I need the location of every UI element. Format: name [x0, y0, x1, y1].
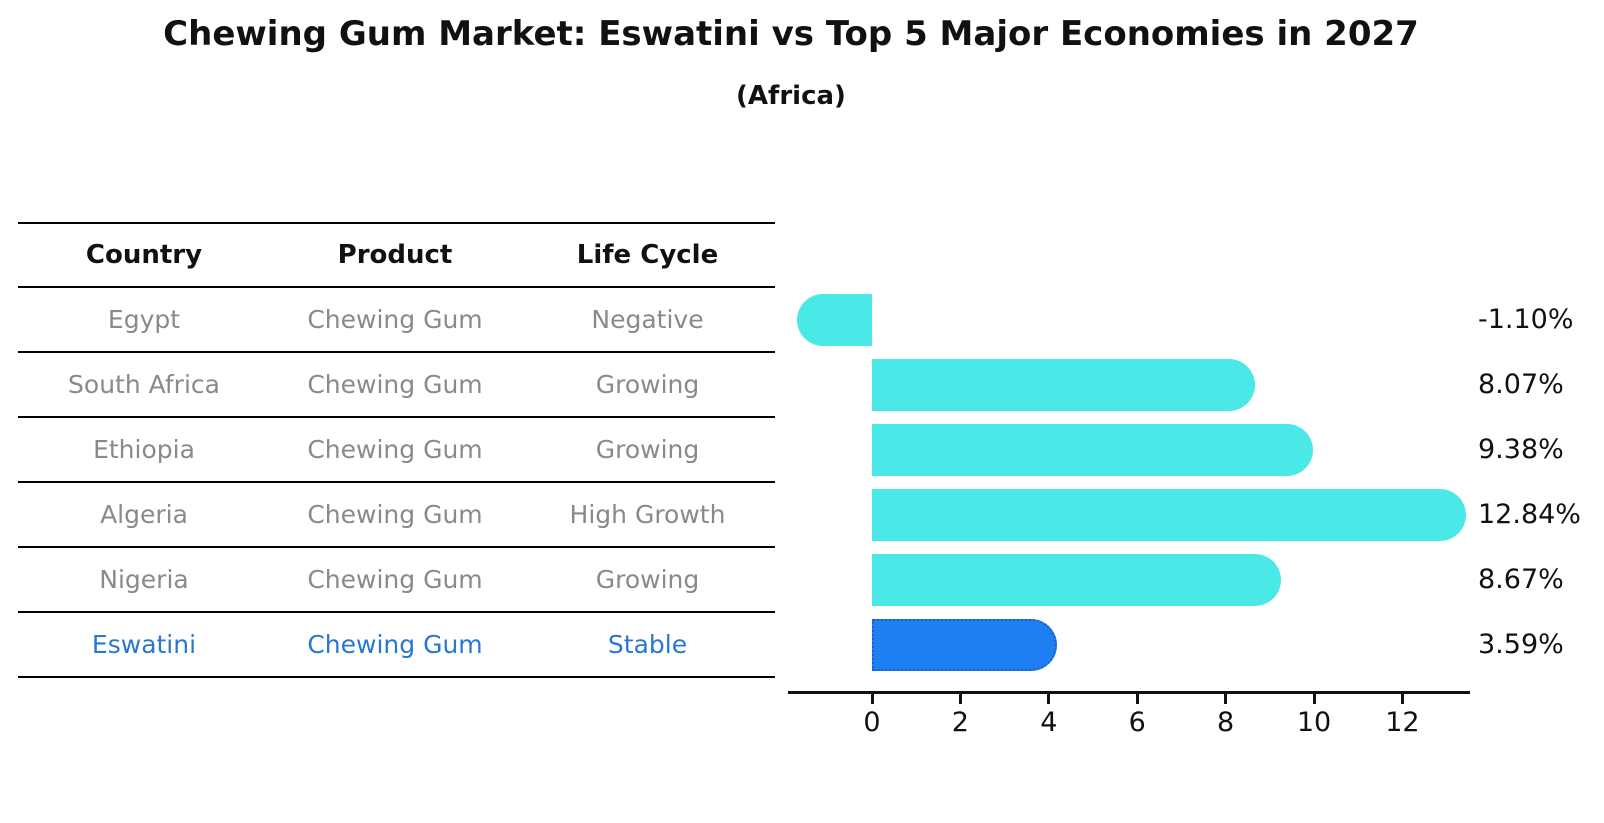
value-label-south-africa: 8.07% — [1478, 369, 1564, 400]
x-tick — [1224, 694, 1228, 704]
cell-country: Nigeria — [99, 565, 189, 594]
cell-product: Chewing Gum — [307, 565, 483, 594]
x-tick — [870, 694, 874, 704]
header-product: Product — [337, 240, 453, 270]
table-header-row: Country Product Life Cycle — [18, 222, 775, 288]
cell-country: Ethiopia — [93, 435, 195, 464]
x-tick — [1400, 694, 1404, 704]
bar-algeria — [872, 489, 1466, 541]
cell-country: South Africa — [68, 370, 220, 399]
cell-lifecycle: Growing — [595, 370, 700, 399]
cell-lifecycle: Negative — [591, 305, 704, 334]
value-label-egypt: -1.10% — [1478, 304, 1574, 335]
x-tick-label: 12 — [1385, 707, 1420, 738]
cell-lifecycle: Stable — [607, 630, 688, 659]
header-lifecycle: Life Cycle — [576, 240, 719, 270]
bar-egypt — [797, 294, 872, 346]
chart-subtitle: (Africa) — [736, 81, 846, 111]
x-tick — [1312, 694, 1316, 704]
bar-south-africa — [872, 359, 1255, 411]
value-label-ethiopia: 9.38% — [1478, 434, 1564, 465]
x-tick-label: 2 — [951, 707, 969, 738]
table-row-south-africa: South Africa Chewing Gum Growing — [18, 353, 775, 418]
x-tick-label: 4 — [1040, 707, 1058, 738]
x-axis-line — [788, 691, 1470, 694]
cell-lifecycle: Growing — [595, 565, 700, 594]
cell-product: Chewing Gum — [307, 630, 483, 659]
cell-country: Algeria — [100, 500, 188, 529]
cell-country: Eswatini — [91, 630, 197, 659]
x-tick-label: 10 — [1296, 707, 1332, 738]
cell-product: Chewing Gum — [307, 305, 483, 334]
x-tick — [1047, 694, 1051, 704]
x-tick — [1135, 694, 1139, 704]
x-tick-label: 0 — [863, 707, 881, 738]
header-country: Country — [85, 240, 203, 270]
cell-product: Chewing Gum — [307, 500, 483, 529]
value-label-eswatini: 3.59% — [1478, 629, 1564, 660]
cell-country: Egypt — [107, 305, 181, 334]
x-tick-label: 8 — [1217, 707, 1235, 738]
bar-ethiopia — [872, 424, 1313, 476]
table-row-nigeria: Nigeria Chewing Gum Growing — [18, 548, 775, 613]
value-label-nigeria: 8.67% — [1478, 564, 1564, 595]
table-body: Egypt Chewing Gum Negative South Africa … — [18, 288, 775, 678]
chart-title: Chewing Gum Market: Eswatini vs Top 5 Ma… — [163, 14, 1419, 54]
table-row-algeria: Algeria Chewing Gum High Growth — [18, 483, 775, 548]
cell-lifecycle: Growing — [595, 435, 700, 464]
table-row-ethiopia: Ethiopia Chewing Gum Growing — [18, 418, 775, 483]
cell-lifecycle: High Growth — [569, 500, 726, 529]
cell-product: Chewing Gum — [307, 435, 483, 464]
bar-eswatini — [872, 619, 1057, 671]
x-tick — [958, 694, 962, 704]
bar-nigeria — [872, 554, 1282, 606]
table-row-egypt: Egypt Chewing Gum Negative — [18, 288, 775, 353]
country-table: Country Product Life Cycle Egypt Chewing… — [18, 222, 775, 678]
x-tick-label: 6 — [1128, 707, 1146, 738]
cell-product: Chewing Gum — [307, 370, 483, 399]
table-row-eswatini: Eswatini Chewing Gum Stable — [18, 613, 775, 678]
value-label-algeria: 12.84% — [1478, 499, 1581, 530]
